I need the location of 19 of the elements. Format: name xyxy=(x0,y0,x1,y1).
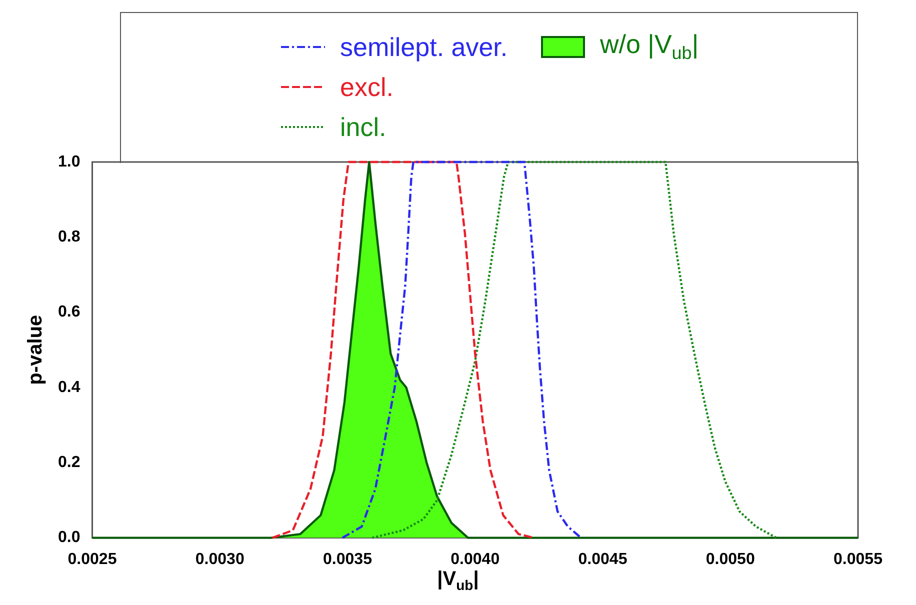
x-tick-label: 0.0035 xyxy=(323,550,372,568)
legend-label: excl. xyxy=(340,72,394,102)
y-tick-label: 0.8 xyxy=(58,228,80,246)
y-tick-label: 0.2 xyxy=(58,454,80,472)
legend-label: semilept. aver. xyxy=(340,32,508,62)
y-axis-title: p-value xyxy=(24,314,47,385)
y-tick-label: 0.0 xyxy=(58,529,80,546)
y-tick-label: 1.0 xyxy=(58,153,80,170)
x-tick-label: 0.0030 xyxy=(195,550,244,568)
x-tick-label: 0.0025 xyxy=(68,550,117,568)
x-tick-label: 0.0050 xyxy=(706,550,755,568)
x-tick-label: 0.0055 xyxy=(834,550,883,568)
y-tick-label: 0.6 xyxy=(58,304,80,321)
x-axis-title: |V$_{ub}$| xyxy=(436,568,480,593)
y-tick-label: 0.4 xyxy=(58,378,80,396)
x-tick-label: 0.0045 xyxy=(578,550,628,568)
legend-label: incl. xyxy=(340,112,386,142)
legend-label: w/o |V$_{ub}$| xyxy=(600,29,699,65)
x-tick-label: 0.0040 xyxy=(450,550,500,568)
